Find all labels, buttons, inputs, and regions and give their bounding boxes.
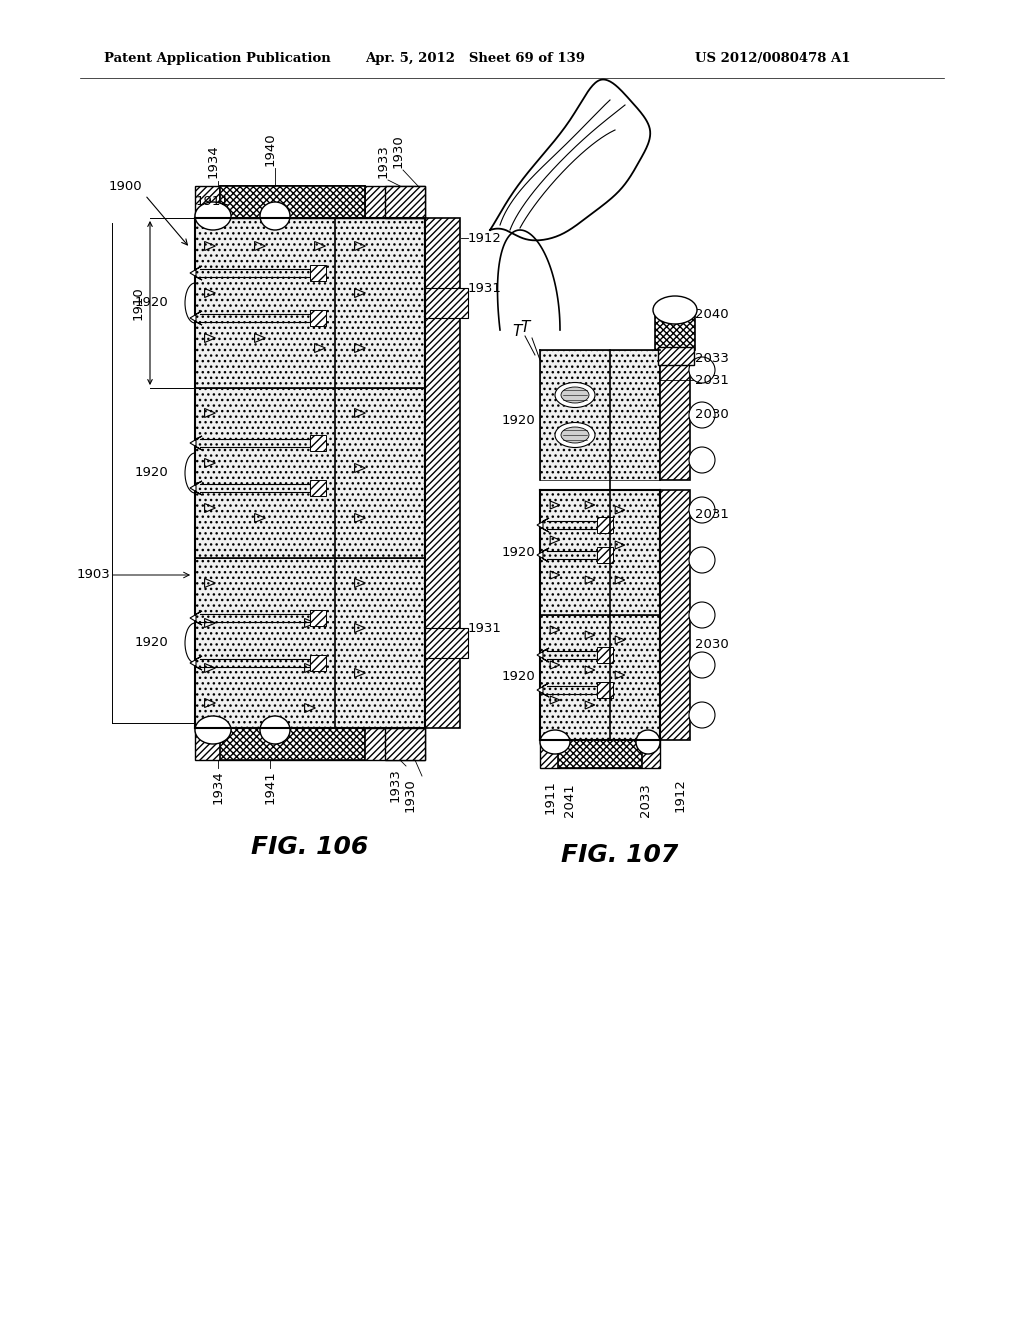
Bar bbox=[195, 218, 425, 388]
Bar bbox=[195, 558, 425, 729]
Bar bbox=[310, 310, 326, 326]
Text: 1911: 1911 bbox=[196, 195, 229, 209]
Bar bbox=[195, 186, 425, 218]
Text: 2030: 2030 bbox=[695, 639, 729, 652]
Text: 1931: 1931 bbox=[468, 281, 502, 294]
Bar bbox=[425, 628, 468, 657]
Text: 1941: 1941 bbox=[263, 770, 276, 804]
Circle shape bbox=[689, 652, 715, 678]
Ellipse shape bbox=[555, 422, 595, 447]
Bar bbox=[660, 350, 690, 480]
Text: T: T bbox=[513, 325, 522, 339]
Text: 1930: 1930 bbox=[403, 777, 417, 812]
Text: 2031: 2031 bbox=[695, 374, 729, 387]
Text: 1911: 1911 bbox=[544, 780, 556, 814]
Text: 1930: 1930 bbox=[391, 135, 404, 168]
Polygon shape bbox=[537, 517, 549, 532]
Bar bbox=[655, 310, 695, 350]
Text: 1900: 1900 bbox=[109, 180, 142, 193]
Bar bbox=[195, 388, 425, 558]
Bar bbox=[310, 610, 326, 626]
Ellipse shape bbox=[260, 202, 290, 230]
Bar bbox=[558, 741, 642, 768]
Text: FIG. 107: FIG. 107 bbox=[561, 843, 679, 867]
Circle shape bbox=[689, 498, 715, 523]
Bar bbox=[310, 480, 326, 496]
Bar bbox=[540, 490, 660, 615]
Polygon shape bbox=[190, 656, 202, 671]
Text: 1903: 1903 bbox=[76, 569, 110, 582]
Bar bbox=[597, 647, 613, 663]
Text: 1931: 1931 bbox=[468, 622, 502, 635]
Bar bbox=[660, 490, 690, 741]
Bar bbox=[385, 186, 425, 218]
Text: 1920: 1920 bbox=[502, 545, 535, 558]
Bar bbox=[425, 218, 460, 729]
Polygon shape bbox=[190, 611, 202, 624]
Bar bbox=[220, 729, 365, 760]
Text: 1920: 1920 bbox=[134, 636, 168, 649]
Text: 1920: 1920 bbox=[502, 413, 535, 426]
Text: Patent Application Publication: Patent Application Publication bbox=[104, 51, 331, 65]
Ellipse shape bbox=[653, 296, 697, 323]
Text: 2040: 2040 bbox=[695, 309, 729, 322]
Text: 1910: 1910 bbox=[132, 286, 145, 319]
Bar bbox=[597, 682, 613, 698]
Polygon shape bbox=[190, 267, 202, 280]
Bar bbox=[195, 729, 425, 760]
Polygon shape bbox=[537, 548, 549, 562]
Polygon shape bbox=[190, 436, 202, 450]
Text: 1920: 1920 bbox=[134, 466, 168, 479]
Ellipse shape bbox=[561, 426, 589, 444]
Circle shape bbox=[689, 447, 715, 473]
Text: 2033: 2033 bbox=[639, 783, 651, 817]
Circle shape bbox=[689, 546, 715, 573]
Text: 2041: 2041 bbox=[563, 783, 577, 817]
Bar bbox=[597, 546, 613, 564]
Circle shape bbox=[689, 403, 715, 428]
Polygon shape bbox=[537, 648, 549, 663]
Text: 1933: 1933 bbox=[388, 768, 401, 801]
Circle shape bbox=[689, 356, 715, 383]
Text: 2031: 2031 bbox=[695, 508, 729, 521]
Bar bbox=[597, 517, 613, 533]
Circle shape bbox=[689, 602, 715, 628]
Bar bbox=[540, 741, 660, 768]
Text: 1912: 1912 bbox=[468, 231, 502, 244]
Ellipse shape bbox=[195, 715, 231, 744]
Bar bbox=[220, 186, 365, 218]
Ellipse shape bbox=[540, 730, 570, 754]
Ellipse shape bbox=[195, 202, 231, 230]
Text: 2030: 2030 bbox=[695, 408, 729, 421]
Bar bbox=[310, 265, 326, 281]
Bar bbox=[220, 186, 365, 218]
Ellipse shape bbox=[636, 730, 660, 754]
Text: 2033: 2033 bbox=[695, 351, 729, 364]
Text: 1920: 1920 bbox=[502, 671, 535, 684]
Ellipse shape bbox=[260, 715, 290, 744]
Text: 1933: 1933 bbox=[377, 144, 389, 178]
Polygon shape bbox=[190, 312, 202, 325]
Ellipse shape bbox=[555, 383, 595, 408]
Text: Apr. 5, 2012   Sheet 69 of 139: Apr. 5, 2012 Sheet 69 of 139 bbox=[365, 51, 585, 65]
Text: US 2012/0080478 A1: US 2012/0080478 A1 bbox=[695, 51, 851, 65]
Bar bbox=[540, 350, 660, 480]
Polygon shape bbox=[537, 682, 549, 697]
Ellipse shape bbox=[561, 387, 589, 403]
Text: 1920: 1920 bbox=[134, 297, 168, 309]
Bar bbox=[310, 436, 326, 451]
Text: 1934: 1934 bbox=[207, 144, 219, 178]
Text: 1934: 1934 bbox=[212, 770, 224, 804]
Bar bbox=[425, 288, 468, 318]
Bar bbox=[658, 347, 694, 366]
Text: T: T bbox=[520, 319, 529, 335]
Text: FIG. 106: FIG. 106 bbox=[251, 836, 369, 859]
Bar bbox=[540, 615, 660, 741]
Text: 1940: 1940 bbox=[263, 132, 276, 166]
Text: 1912: 1912 bbox=[674, 777, 686, 812]
Circle shape bbox=[689, 702, 715, 729]
Bar bbox=[385, 729, 425, 760]
Bar bbox=[310, 655, 326, 671]
Polygon shape bbox=[190, 480, 202, 495]
